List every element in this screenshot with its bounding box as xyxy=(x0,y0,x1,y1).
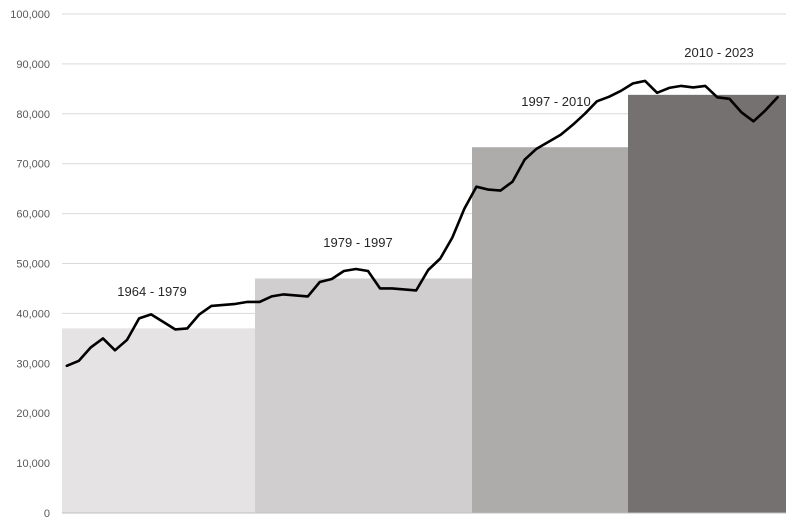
period-label: 1964 - 1979 xyxy=(117,284,186,299)
y-tick-label: 80,000 xyxy=(16,109,50,121)
period-label: 1979 - 1997 xyxy=(323,235,392,250)
y-tick-label: 20,000 xyxy=(16,408,50,420)
y-tick-label: 40,000 xyxy=(16,308,50,320)
period-labels: 1964 - 1979 1979 - 1997 1997 - 2010 2010 - … xyxy=(117,45,753,299)
y-tick-label: 0 xyxy=(44,508,50,520)
y-tick-label: 100,000 xyxy=(10,9,50,21)
period-bar xyxy=(62,328,255,513)
period-bars xyxy=(62,94,786,513)
period-label: 2010 - 2023 xyxy=(684,45,753,60)
y-tick-label: 10,000 xyxy=(16,458,50,470)
period-bar xyxy=(628,94,786,513)
trend-line-layer xyxy=(65,79,779,368)
period-bar xyxy=(472,147,628,513)
y-tick-label: 50,000 xyxy=(16,259,50,271)
y-tick-label: 60,000 xyxy=(16,209,50,221)
period-bar xyxy=(255,278,472,513)
y-tick-label: 30,000 xyxy=(16,358,50,370)
period-label: 1997 - 2010 xyxy=(521,94,590,109)
y-axis-ticks: 0 10,000 20,000 30,000 40,000 50,000 60,000 70,… xyxy=(10,9,50,520)
trend-line xyxy=(65,79,779,368)
y-tick-label: 90,000 xyxy=(16,59,50,71)
y-tick-label: 70,000 xyxy=(16,159,50,171)
